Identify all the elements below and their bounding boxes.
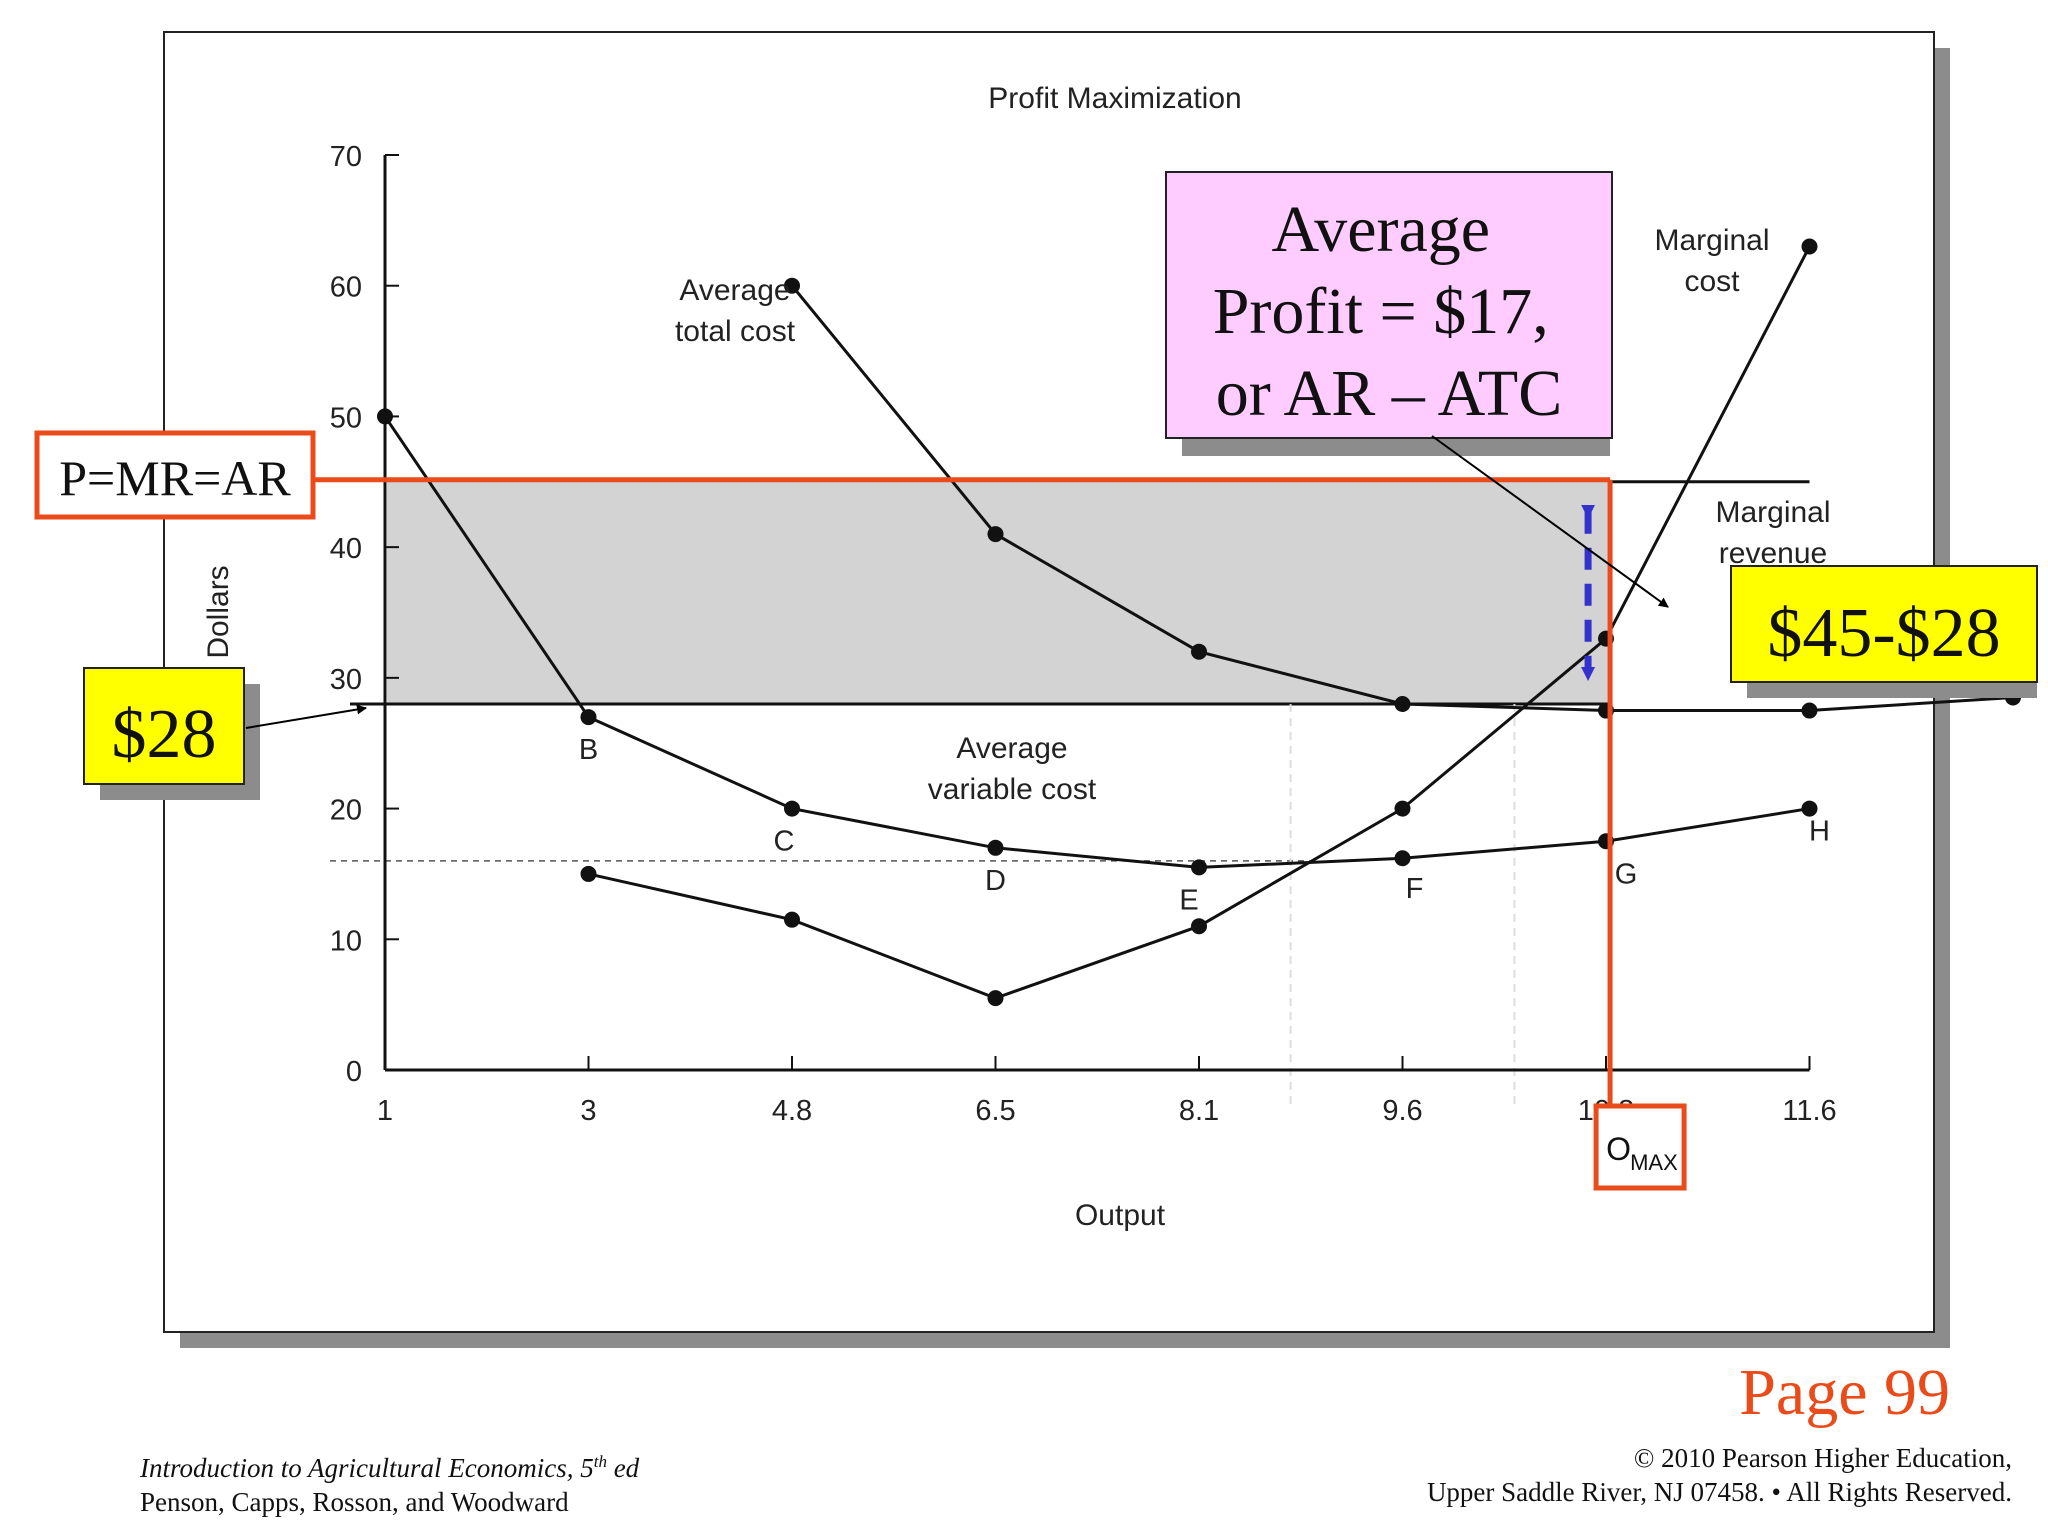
series-label-avc: Average variable cost — [928, 732, 1097, 806]
atc-label-box: $28 — [83, 667, 260, 800]
y-tick-label-50: 50 — [330, 402, 362, 434]
point-average-total-cost-2 — [1191, 643, 1207, 660]
y-tick-label-20: 20 — [330, 795, 362, 827]
y-tick-label-0: 0 — [346, 1056, 362, 1088]
optimum-label-box — [1593, 1103, 1687, 1191]
series-label-mr: Marginal revenue — [1715, 496, 1830, 570]
x-tick-label-2: 4.8 — [772, 1095, 812, 1127]
point-marginal-cost-6 — [1801, 238, 1818, 255]
point-label-D: D — [985, 865, 1006, 897]
x-tick-label-3: 6.5 — [975, 1095, 1015, 1127]
footer-citation: Introduction to Agricultural Economics, … — [140, 1445, 639, 1519]
price-label-box: P=MR=AR — [34, 430, 316, 520]
point-average-total-cost-0 — [784, 277, 800, 294]
x-tick-label-5: 9.6 — [1382, 1095, 1422, 1127]
point-label-C: C — [774, 826, 795, 858]
point-average-variable-cost-4 — [1191, 859, 1207, 876]
atc-label-arrow — [245, 704, 367, 729]
point-marginal-cost-2 — [987, 990, 1004, 1007]
point-average-total-cost-5 — [1801, 702, 1818, 719]
point-marginal-cost-3 — [1191, 918, 1207, 935]
point-average-total-cost-3 — [1394, 696, 1411, 712]
point-label-H: H — [1809, 816, 1830, 848]
point-label-B: B — [579, 734, 598, 766]
profit-callout-arrow — [1431, 435, 1669, 608]
y-axis-label: Dollars — [202, 565, 235, 658]
point-average-total-cost-1 — [987, 526, 1004, 543]
profit-area — [387, 481, 1611, 704]
point-label-E: E — [1179, 884, 1198, 916]
x-axis-label: Output — [1075, 1199, 1166, 1232]
point-average-variable-cost-1 — [580, 709, 597, 726]
difference-label-box: $45-$28 — [1730, 565, 2038, 698]
point-average-variable-cost-0 — [377, 408, 393, 425]
atc-label: $28 — [112, 696, 217, 773]
footer-copyright-line-2: Upper Saddle River, NJ 07458. • All Righ… — [1426, 1477, 2012, 1507]
point-average-variable-cost-5 — [1394, 850, 1411, 867]
x-tick-label-7: 11.6 — [1782, 1095, 1836, 1127]
y-tick-label-10: 10 — [330, 925, 362, 957]
point-marginal-cost-4 — [1394, 800, 1411, 817]
point-average-variable-cost-3 — [987, 839, 1004, 856]
profit-callout-box: Average Profit = $17, or AR – ATC — [1165, 171, 1613, 456]
point-label-F: F — [1406, 873, 1424, 905]
y-tick-label-70: 70 — [330, 141, 362, 173]
plot-area: 010203040506070134.86.58.19.610.811.6BCD… — [313, 141, 2021, 1191]
point-average-variable-cost-7 — [1801, 800, 1818, 817]
profit-callout-line-2: Profit = $17, — [1213, 275, 1549, 348]
page-number: Page 99 — [1739, 1356, 1950, 1429]
series-label-atc: Average total cost — [675, 274, 796, 348]
footer-authors: Penson, Capps, Rosson, and Woodward — [140, 1487, 569, 1517]
optimum-label-subscript: MAX — [1630, 1150, 1678, 1175]
difference-label: $45-$28 — [1767, 595, 2000, 672]
x-tick-label-4: 8.1 — [1179, 1095, 1219, 1127]
profit-callout-line-1: Average — [1271, 193, 1490, 266]
footer-book-title: Introduction to Agricultural Economics, … — [140, 1452, 640, 1483]
footer-copyright-line-1: © 2010 Pearson Higher Education, — [1633, 1443, 2012, 1473]
profit-callout-line-3: or AR – ATC — [1216, 357, 1563, 430]
chart-title: Profit Maximization — [988, 82, 1241, 115]
series-line-average-variable-cost — [383, 415, 1810, 869]
point-average-variable-cost-2 — [784, 800, 800, 817]
series-label-mc: Marginal cost — [1654, 224, 1769, 298]
x-tick-label-1: 3 — [580, 1095, 596, 1127]
y-tick-label-30: 30 — [330, 664, 362, 696]
point-label-G: G — [1615, 858, 1638, 890]
y-tick-label-40: 40 — [330, 533, 362, 565]
point-marginal-cost-1 — [784, 911, 800, 928]
point-marginal-cost-0 — [580, 865, 597, 882]
svg-text:Average Profit = $17,: Average Profit = $17, or AR – ATC — [1213, 193, 1566, 430]
optimum-label: O — [1606, 1131, 1631, 1167]
price-label: P=MR=AR — [59, 450, 291, 506]
x-tick-label-0: 1 — [377, 1095, 393, 1127]
footer-copyright: © 2010 Pearson Higher Education, Upper S… — [1427, 1441, 2012, 1509]
y-tick-label-60: 60 — [330, 272, 362, 304]
